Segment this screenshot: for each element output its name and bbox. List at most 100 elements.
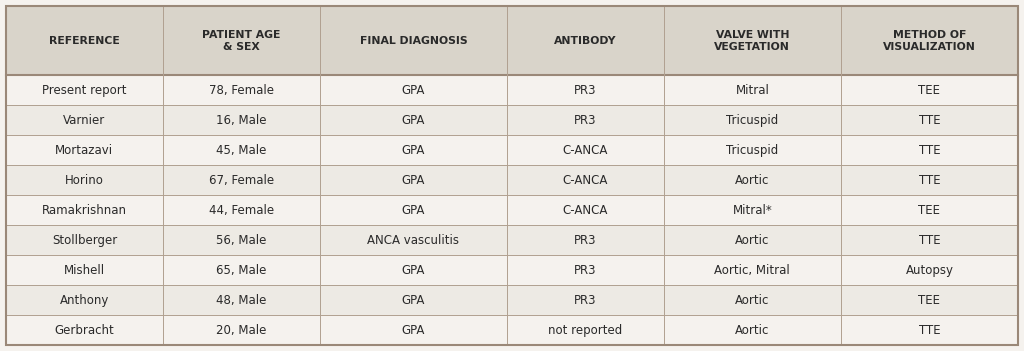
Text: C-ANCA: C-ANCA [562,174,608,187]
Bar [319,285,507,315]
Bar [163,135,319,165]
Text: PATIENT AGE
& SEX: PATIENT AGE & SEX [202,29,281,52]
Bar [319,315,507,345]
Bar [319,225,507,255]
Text: 44, Female: 44, Female [209,204,273,217]
Bar [664,225,841,255]
Text: PR3: PR3 [574,84,597,97]
Text: Anthony: Anthony [59,293,110,306]
Text: Mitral*: Mitral* [732,204,772,217]
Bar [507,135,664,165]
Bar [507,75,664,105]
Text: GPA: GPA [401,324,425,337]
Bar [319,105,507,135]
Text: ANCA vasculitis: ANCA vasculitis [368,234,460,247]
Bar [841,105,1018,135]
Text: Tricuspid: Tricuspid [726,144,778,157]
Text: Aortic: Aortic [735,293,770,306]
Bar [319,135,507,165]
Bar [507,255,664,285]
Text: 48, Male: 48, Male [216,293,266,306]
Text: ANTIBODY: ANTIBODY [554,36,616,46]
Text: GPA: GPA [401,114,425,127]
Text: Mishell: Mishell [63,264,105,277]
Text: C-ANCA: C-ANCA [562,204,608,217]
Text: TTE: TTE [919,114,940,127]
Text: PR3: PR3 [574,264,597,277]
Bar [664,6,841,75]
Bar [163,195,319,225]
Bar [6,6,163,75]
Text: Ramakrishnan: Ramakrishnan [42,204,127,217]
Bar [6,75,163,105]
Text: GPA: GPA [401,144,425,157]
Bar [163,75,319,105]
Bar [319,195,507,225]
Bar [507,105,664,135]
Bar [6,135,163,165]
Bar [841,255,1018,285]
Bar [507,225,664,255]
Text: 16, Male: 16, Male [216,114,266,127]
Bar [507,195,664,225]
Text: TTE: TTE [919,174,940,187]
Bar [841,225,1018,255]
Bar [841,135,1018,165]
Bar [319,75,507,105]
Text: Mortazavi: Mortazavi [55,144,114,157]
Bar [841,285,1018,315]
Bar [664,135,841,165]
Text: Tricuspid: Tricuspid [726,114,778,127]
Text: Aortic: Aortic [735,234,770,247]
Text: Present report: Present report [42,84,127,97]
Bar [841,6,1018,75]
Text: GPA: GPA [401,174,425,187]
Text: VALVE WITH
VEGETATION: VALVE WITH VEGETATION [715,29,791,52]
Text: Gerbracht: Gerbracht [54,324,115,337]
Text: FINAL DIAGNOSIS: FINAL DIAGNOSIS [359,36,467,46]
Bar [163,225,319,255]
Bar [664,255,841,285]
Text: not reported: not reported [548,324,623,337]
Bar [319,165,507,195]
Bar [6,285,163,315]
Bar [841,315,1018,345]
Text: 78, Female: 78, Female [209,84,273,97]
Bar [163,285,319,315]
Text: PR3: PR3 [574,114,597,127]
Bar [664,315,841,345]
Text: Stollberger: Stollberger [52,234,117,247]
Text: TTE: TTE [919,144,940,157]
Text: GPA: GPA [401,84,425,97]
Bar [163,255,319,285]
Bar [507,315,664,345]
Text: GPA: GPA [401,264,425,277]
Text: 65, Male: 65, Male [216,264,266,277]
Bar [507,165,664,195]
Bar [6,165,163,195]
Bar [6,195,163,225]
Bar [841,75,1018,105]
Bar [6,315,163,345]
Text: GPA: GPA [401,293,425,306]
Bar [841,195,1018,225]
Text: Aortic, Mitral: Aortic, Mitral [715,264,791,277]
Text: REFERENCE: REFERENCE [49,36,120,46]
Text: 67, Female: 67, Female [209,174,273,187]
Text: TEE: TEE [919,293,940,306]
Bar [507,285,664,315]
Bar [163,6,319,75]
Text: Aortic: Aortic [735,174,770,187]
Bar [507,6,664,75]
Bar [319,255,507,285]
Text: PR3: PR3 [574,234,597,247]
Text: TEE: TEE [919,84,940,97]
Bar [841,165,1018,195]
Bar [664,75,841,105]
Text: TTE: TTE [919,324,940,337]
Text: Horino: Horino [65,174,103,187]
Text: 20, Male: 20, Male [216,324,266,337]
Text: METHOD OF
VISUALIZATION: METHOD OF VISUALIZATION [883,29,976,52]
Bar [664,105,841,135]
Bar [6,225,163,255]
